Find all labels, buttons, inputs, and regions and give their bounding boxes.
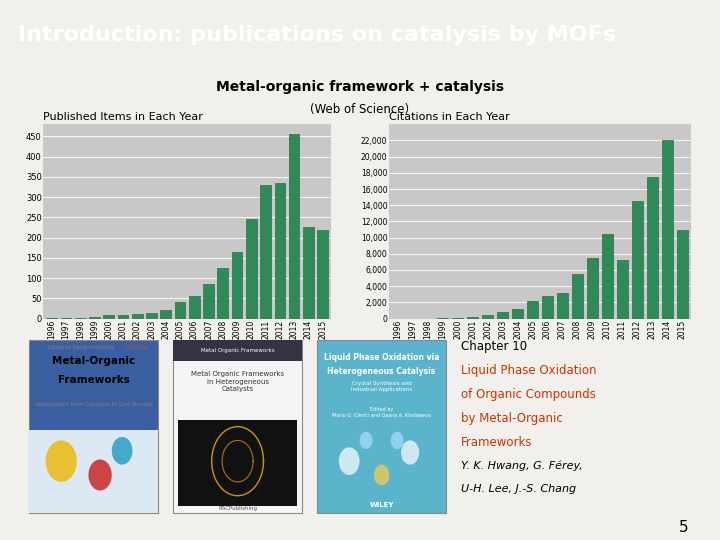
Circle shape: [45, 441, 77, 482]
Text: Liquid Phase Oxidation via: Liquid Phase Oxidation via: [324, 353, 439, 362]
Text: (Web of Science): (Web of Science): [310, 103, 410, 116]
Text: RSCPublishing: RSCPublishing: [218, 507, 257, 511]
Bar: [260, 185, 271, 319]
Circle shape: [374, 464, 390, 485]
Bar: [89, 318, 100, 319]
Bar: [587, 258, 598, 319]
Circle shape: [359, 432, 372, 449]
Bar: [75, 318, 86, 319]
Bar: [557, 293, 568, 319]
Text: Crystal Synthesis and
Industrial Applications: Crystal Synthesis and Industrial Applica…: [351, 381, 413, 393]
Bar: [677, 230, 688, 319]
Bar: [132, 314, 143, 319]
Bar: [104, 314, 114, 319]
Bar: [289, 134, 300, 319]
Text: Metal-Organic: Metal-Organic: [52, 356, 135, 366]
Text: by Metal-Organic: by Metal-Organic: [461, 413, 562, 426]
Bar: [232, 252, 243, 319]
Text: Y. K. Hwang, G. Férey,: Y. K. Hwang, G. Férey,: [461, 461, 582, 471]
Bar: [602, 233, 613, 319]
Bar: [203, 284, 214, 319]
Text: Metal Organic Frameworks
in Heterogeneous
Catalysts: Metal Organic Frameworks in Heterogeneou…: [191, 372, 284, 392]
Text: Metal-organic framework + catalysis: Metal-organic framework + catalysis: [216, 80, 504, 93]
Circle shape: [339, 447, 359, 475]
Text: U-H. Lee, J.-S. Chang: U-H. Lee, J.-S. Chang: [461, 484, 576, 495]
Bar: [175, 302, 186, 319]
Bar: [617, 260, 628, 319]
Text: Edited by David Armstrong: Edited by David Armstrong: [48, 346, 114, 350]
Text: Published Items in Each Year: Published Items in Each Year: [43, 112, 203, 122]
Bar: [29, 430, 158, 513]
Bar: [452, 318, 463, 319]
Text: of Organic Compounds: of Organic Compounds: [461, 388, 595, 401]
Bar: [303, 227, 314, 319]
Bar: [647, 177, 658, 319]
Bar: [662, 140, 673, 319]
Bar: [527, 301, 538, 319]
Bar: [161, 310, 171, 319]
Bar: [189, 296, 199, 319]
Text: 5: 5: [679, 519, 689, 535]
Text: Metal Organic Frameworks: Metal Organic Frameworks: [201, 348, 274, 353]
Circle shape: [89, 460, 112, 490]
Text: Edited by
Mario G. Clerici and Oxana A. Kholdeeva: Edited by Mario G. Clerici and Oxana A. …: [332, 407, 431, 418]
Circle shape: [112, 437, 132, 464]
Bar: [542, 296, 553, 319]
Bar: [497, 312, 508, 319]
Bar: [117, 314, 128, 319]
Text: Citations in Each Year: Citations in Each Year: [389, 112, 510, 122]
Bar: [512, 309, 523, 319]
Bar: [572, 274, 583, 319]
Bar: [274, 183, 285, 319]
Bar: [482, 315, 493, 319]
Text: CITATION: CITATION: [126, 346, 148, 350]
Bar: [318, 230, 328, 319]
Bar: [631, 201, 643, 319]
Text: WILEY: WILEY: [369, 502, 394, 508]
Text: Applications from Catalysis to Gas Storage: Applications from Catalysis to Gas Stora…: [35, 402, 153, 407]
Bar: [467, 317, 478, 319]
Text: Liquid Phase Oxidation: Liquid Phase Oxidation: [461, 364, 596, 377]
Bar: [246, 219, 257, 319]
Circle shape: [391, 432, 404, 449]
Text: Frameworks: Frameworks: [461, 436, 532, 449]
Text: Introduction: publications on catalysis by MOFs: Introduction: publications on catalysis …: [18, 25, 616, 45]
Bar: [217, 268, 228, 319]
Circle shape: [401, 441, 419, 464]
Text: Chapter 10: Chapter 10: [461, 340, 527, 353]
Bar: [146, 313, 157, 319]
Text: Heterogeneous Catalysis: Heterogeneous Catalysis: [328, 367, 436, 376]
Text: Frameworks: Frameworks: [58, 375, 130, 385]
